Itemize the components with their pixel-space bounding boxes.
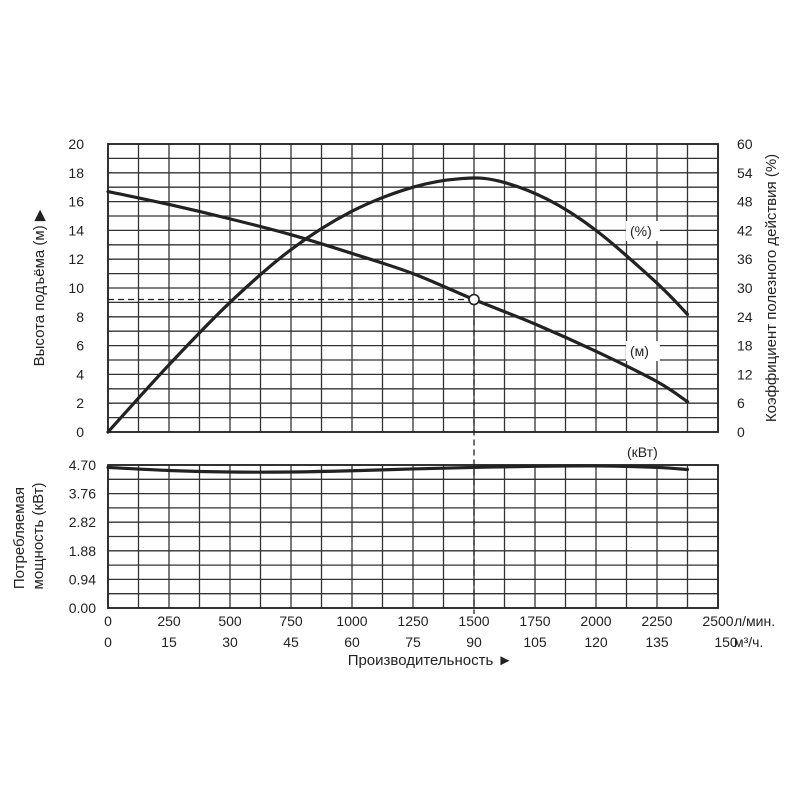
y-left-tick-label: 12 — [68, 251, 84, 267]
y-right-tick-label: 18 — [737, 338, 753, 354]
x-tick-label-lpm: 2000 — [580, 613, 611, 629]
power-curve — [106, 464, 690, 474]
y-left-tick-label: 2 — [76, 395, 84, 411]
y-left-tick-label: 6 — [76, 338, 84, 354]
y-right-tick-label: 54 — [737, 165, 753, 181]
y-right-tick-label: 48 — [737, 194, 753, 210]
x-tick-label-lpm: 500 — [218, 613, 242, 629]
x-tick-label-m3h: 60 — [344, 634, 360, 650]
y-left-tick-label: 10 — [68, 280, 84, 296]
y-right-tick-label: 6 — [737, 395, 745, 411]
x-tick-label-m3h: 15 — [161, 634, 177, 650]
y-right-tick-label: 12 — [737, 366, 753, 382]
y-left-tick-label: 20 — [68, 136, 84, 152]
x-tick-label-lpm: 1500 — [458, 613, 489, 629]
head-plot-frame — [107, 143, 719, 433]
x-tick-label-m3h: 75 — [405, 634, 421, 650]
x-tick-label-m3h: 45 — [283, 634, 299, 650]
x-tick-label-m3h: 135 — [645, 634, 669, 650]
head-curve — [106, 189, 690, 404]
curves: (%) (м) (кВт) — [106, 176, 690, 614]
y-right-tick-label: 24 — [737, 309, 753, 325]
efficiency-curve-label: (%) — [630, 223, 652, 239]
x-unit-lpm: л/мин. — [734, 613, 775, 629]
y-left-tick-label: 18 — [68, 165, 84, 181]
y-right-tick-label: 36 — [737, 251, 753, 267]
x-tick-label-lpm: 2500 — [702, 613, 733, 629]
y-left-tick-label: 8 — [76, 309, 84, 325]
x-axis-title: Производительность ► — [348, 652, 513, 669]
x-tick-label-m3h: 30 — [222, 634, 238, 650]
y-power-axis-title-line1: Потребляемая — [11, 487, 28, 589]
power-curve-label: (кВт) — [627, 444, 658, 460]
y-right-tick-label: 60 — [737, 136, 753, 152]
x-tick-label-lpm: 2250 — [641, 613, 672, 629]
y-power-tick-label: 4.70 — [69, 457, 96, 473]
grid — [107, 143, 719, 609]
x-unit-m3h: м³/ч. — [734, 634, 763, 650]
y-left-tick-label: 14 — [68, 222, 84, 238]
efficiency-curve — [106, 176, 690, 434]
x-tick-label-m3h: 0 — [104, 634, 112, 650]
x-tick-label-m3h: 90 — [466, 634, 482, 650]
x-tick-label-m3h: 105 — [523, 634, 547, 650]
operating-point-marker — [468, 293, 480, 306]
y-left-tick-label: 4 — [76, 366, 84, 382]
x-tick-label-lpm: 1250 — [397, 613, 428, 629]
y-power-tick-label: 3.76 — [69, 486, 96, 502]
y-left-tick-label: 0 — [76, 424, 84, 440]
x-tick-label-lpm: 250 — [157, 613, 181, 629]
tick-labels: 02468101214161820061218243036424854600.0… — [68, 136, 752, 650]
power-plot-frame — [107, 464, 719, 609]
y-power-tick-label: 2.82 — [69, 514, 96, 530]
x-tick-label-lpm: 1750 — [519, 613, 550, 629]
y-right-tick-label: 0 — [737, 424, 745, 440]
y-power-tick-label: 0.94 — [69, 571, 96, 587]
y-right-tick-label: 30 — [737, 280, 753, 296]
head-curve-label: (м) — [630, 343, 649, 359]
y-power-axis-title-line2: мощность (кВт) — [30, 483, 47, 590]
x-tick-label-lpm: 0 — [104, 613, 112, 629]
x-tick-label-lpm: 750 — [279, 613, 303, 629]
y-right-axis-title: Коэффициент полезного действия (%) — [763, 154, 780, 422]
y-power-tick-label: 0.00 — [69, 600, 96, 616]
y-right-tick-label: 42 — [737, 222, 753, 238]
y-power-axis-title: Потребляемая мощность (кВт) — [11, 483, 47, 590]
y-power-tick-label: 1.88 — [69, 543, 96, 559]
x-tick-label-m3h: 120 — [584, 634, 608, 650]
y-left-axis-title: Высота подъёма (м) ▶ — [31, 209, 48, 366]
x-tick-label-m3h: 150 — [714, 634, 738, 650]
power-curve-label-bg — [623, 442, 674, 462]
y-left-tick-label: 16 — [68, 194, 84, 210]
efficiency-curve-label-bg — [626, 221, 660, 241]
head-curve-label-bg — [626, 341, 660, 361]
x-tick-label-lpm: 1000 — [336, 613, 367, 629]
